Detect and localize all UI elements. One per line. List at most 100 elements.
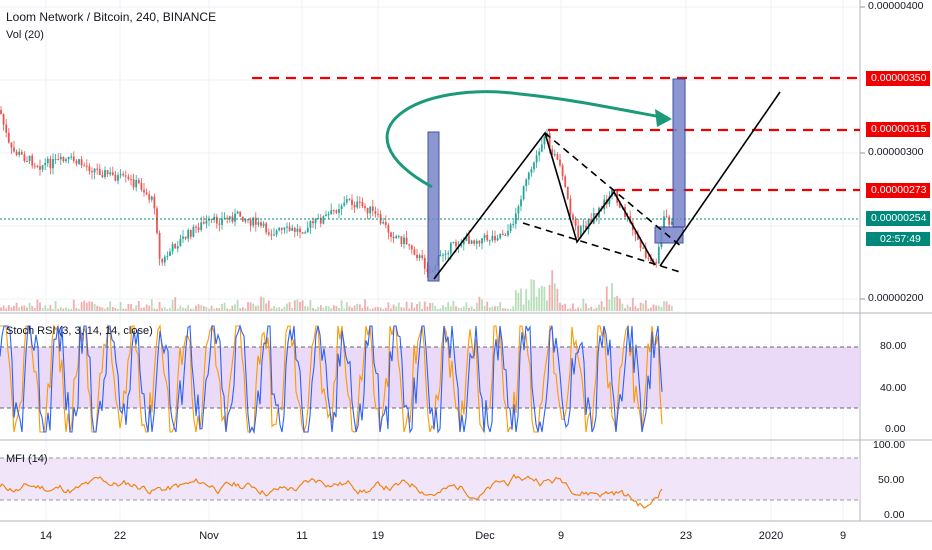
volume-bar — [23, 305, 26, 311]
candle-body — [566, 186, 569, 199]
candle-body — [540, 144, 543, 152]
volume-bar — [455, 306, 457, 311]
volume-bar — [111, 306, 114, 311]
candle-body — [642, 247, 645, 249]
candle-body — [400, 236, 403, 245]
candle-body — [587, 219, 590, 230]
volume-bar — [470, 306, 473, 311]
candle-body — [241, 216, 244, 222]
volume-bar — [169, 308, 171, 311]
volume-bar — [49, 305, 52, 311]
candle-body — [522, 186, 525, 200]
candle-body — [158, 232, 161, 259]
price-label-bg — [866, 183, 930, 198]
volume-bar — [486, 301, 489, 311]
candle-body — [273, 234, 275, 236]
candle-body — [176, 246, 179, 249]
candle-body — [556, 154, 559, 160]
candle-body — [332, 210, 335, 212]
volume-bar — [127, 303, 130, 311]
candle-body — [655, 262, 658, 264]
candle-body — [650, 258, 652, 262]
volume-bar — [91, 301, 93, 311]
candle-body — [252, 217, 255, 226]
mfi-label: MFI (14) — [6, 453, 48, 465]
volume-bar — [156, 308, 158, 311]
volume-bar — [267, 300, 270, 311]
volume-bar — [514, 290, 517, 311]
candle-body — [663, 216, 665, 232]
candle-body — [54, 158, 57, 160]
price-label-bg — [866, 71, 930, 86]
volume-bar — [291, 307, 294, 311]
candle-body — [280, 228, 283, 230]
stoch-k-line — [0, 324, 663, 435]
candle-body — [291, 227, 294, 231]
volume-bar — [566, 308, 569, 311]
volume-bar — [665, 301, 668, 311]
volume-bar — [93, 303, 96, 311]
volume-bar — [387, 302, 390, 311]
volume-bar — [137, 301, 140, 311]
candle-body — [33, 165, 36, 167]
candle-body — [504, 234, 507, 236]
volume-bar — [312, 308, 314, 311]
volume-bar — [252, 303, 255, 311]
candle-body — [582, 225, 585, 227]
volume-bar — [57, 308, 60, 311]
volume-bar — [161, 307, 164, 311]
volume-bar — [655, 305, 658, 311]
volume-bar — [231, 305, 234, 311]
volume-bar — [182, 307, 184, 311]
candle-body — [670, 221, 673, 225]
candle-body — [143, 189, 145, 193]
volume-bar — [59, 307, 62, 311]
candle-body — [559, 159, 561, 166]
volume-bar — [145, 304, 148, 311]
candle-body — [397, 236, 400, 238]
candle-body — [0, 110, 2, 114]
volume-bar — [72, 299, 75, 311]
volume-bar — [7, 305, 10, 311]
candle-body — [390, 232, 392, 237]
candle-body — [236, 211, 239, 214]
candle-body — [527, 172, 530, 180]
time-tick: 19 — [371, 530, 385, 542]
volume-bar — [559, 302, 561, 311]
volume-bar — [483, 305, 486, 311]
candle-body — [322, 216, 325, 224]
candle-body — [351, 199, 353, 205]
mfi-line — [0, 473, 663, 509]
volume-bar — [98, 306, 101, 311]
candle-body — [462, 240, 465, 245]
volume-bar — [330, 308, 333, 311]
candle-body — [496, 238, 499, 241]
volume-bar — [647, 308, 650, 311]
volume-bar — [244, 308, 247, 311]
candle-body — [52, 159, 54, 169]
volume-bar — [426, 306, 429, 311]
candle-body — [114, 174, 117, 181]
candle-body — [551, 149, 554, 156]
volume-bar — [104, 308, 106, 311]
volume-bar — [158, 301, 161, 311]
volume-bar — [639, 302, 642, 311]
volume-bar — [371, 308, 374, 311]
volume-bar — [605, 286, 608, 311]
volume-bar — [366, 306, 369, 311]
volume-bar — [304, 305, 307, 311]
volume-bar — [642, 303, 645, 311]
volume-bar — [205, 306, 208, 311]
candle-body — [343, 202, 346, 206]
volume-bar — [41, 307, 44, 311]
candle-body — [10, 142, 13, 148]
volume-bar — [358, 304, 361, 311]
volume-bar — [228, 308, 231, 311]
candle-body — [371, 206, 374, 212]
volume-bar — [265, 303, 268, 311]
candle-body — [150, 196, 153, 200]
candle-body — [325, 214, 327, 217]
volume-bar — [616, 295, 619, 311]
volume-bar — [218, 308, 221, 311]
